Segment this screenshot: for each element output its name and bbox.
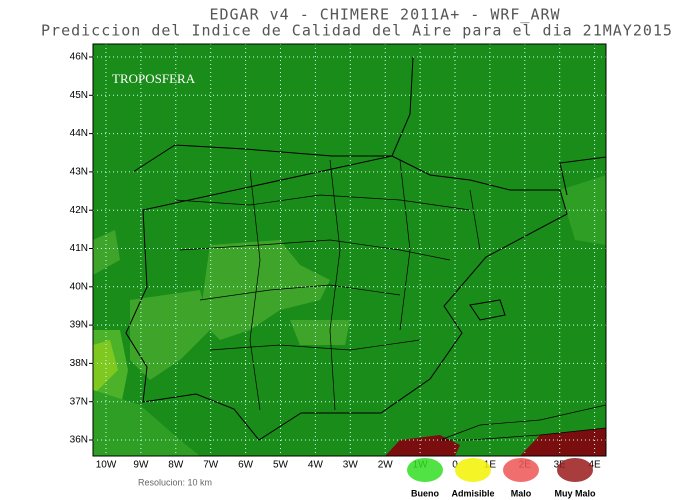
y-label: 38N: [70, 358, 88, 369]
x-label: 5W: [273, 460, 289, 471]
y-label: 41N: [70, 243, 88, 254]
map-frame: [92, 43, 607, 457]
coastline: [125, 56, 606, 441]
y-label: 39N: [70, 320, 88, 331]
resolution: Resolucion: 10 km: [138, 477, 212, 487]
x-label: 7W: [203, 460, 219, 471]
y-label: 42N: [70, 205, 88, 216]
legend-label: Muy Malo: [554, 488, 596, 498]
axis-labels: 46N 45N 44N 43N 42N 41N 40N 39N 38N 37N 36N 10W 9W 8W…: [70, 52, 601, 471]
zone: [200, 240, 330, 340]
map: TROPOSFERA: [93, 44, 606, 456]
legend-label: Malo: [511, 488, 532, 498]
zone: [290, 320, 350, 345]
y-label: 40N: [70, 281, 88, 292]
title-line2: Prediccion del Indice de Calidad del Air…: [41, 22, 673, 40]
x-label: 1E: [484, 460, 497, 471]
x-label: 10W: [96, 460, 117, 471]
title-line1: EDGAR v4 - CHIMERE 2011A+ - WRF_ARW: [209, 6, 560, 24]
zone: [93, 340, 118, 395]
island: [469, 299, 506, 321]
y-label: 43N: [70, 167, 88, 178]
legend: Bueno Admisible Malo Muy Malo: [407, 458, 596, 498]
legend-label: Bueno: [411, 488, 440, 498]
borders: [174, 159, 481, 411]
x-label: 8W: [168, 460, 184, 471]
x-label: 4W: [308, 460, 324, 471]
x-label: 0: [452, 460, 458, 471]
legend-swatch: [557, 458, 593, 482]
graticule: [93, 44, 606, 456]
x-label: 4E: [588, 460, 601, 471]
legend-swatch: [407, 458, 443, 482]
legend-swatch: [455, 458, 491, 482]
y-label: 44N: [70, 128, 88, 139]
map-background: [93, 44, 606, 456]
legend-label: Admisible: [451, 488, 494, 498]
legend-swatch: [503, 458, 539, 482]
x-label: 6W: [238, 460, 254, 471]
y-label: 37N: [70, 396, 88, 407]
zone: [130, 290, 210, 380]
x-label: 9W: [133, 460, 149, 471]
y-label: 36N: [70, 435, 88, 446]
y-label: 45N: [70, 90, 88, 101]
x-label: 2W: [378, 460, 394, 471]
logo: TROPOSFERA: [112, 71, 196, 86]
x-label: 3W: [343, 460, 359, 471]
y-label: 46N: [70, 52, 88, 63]
